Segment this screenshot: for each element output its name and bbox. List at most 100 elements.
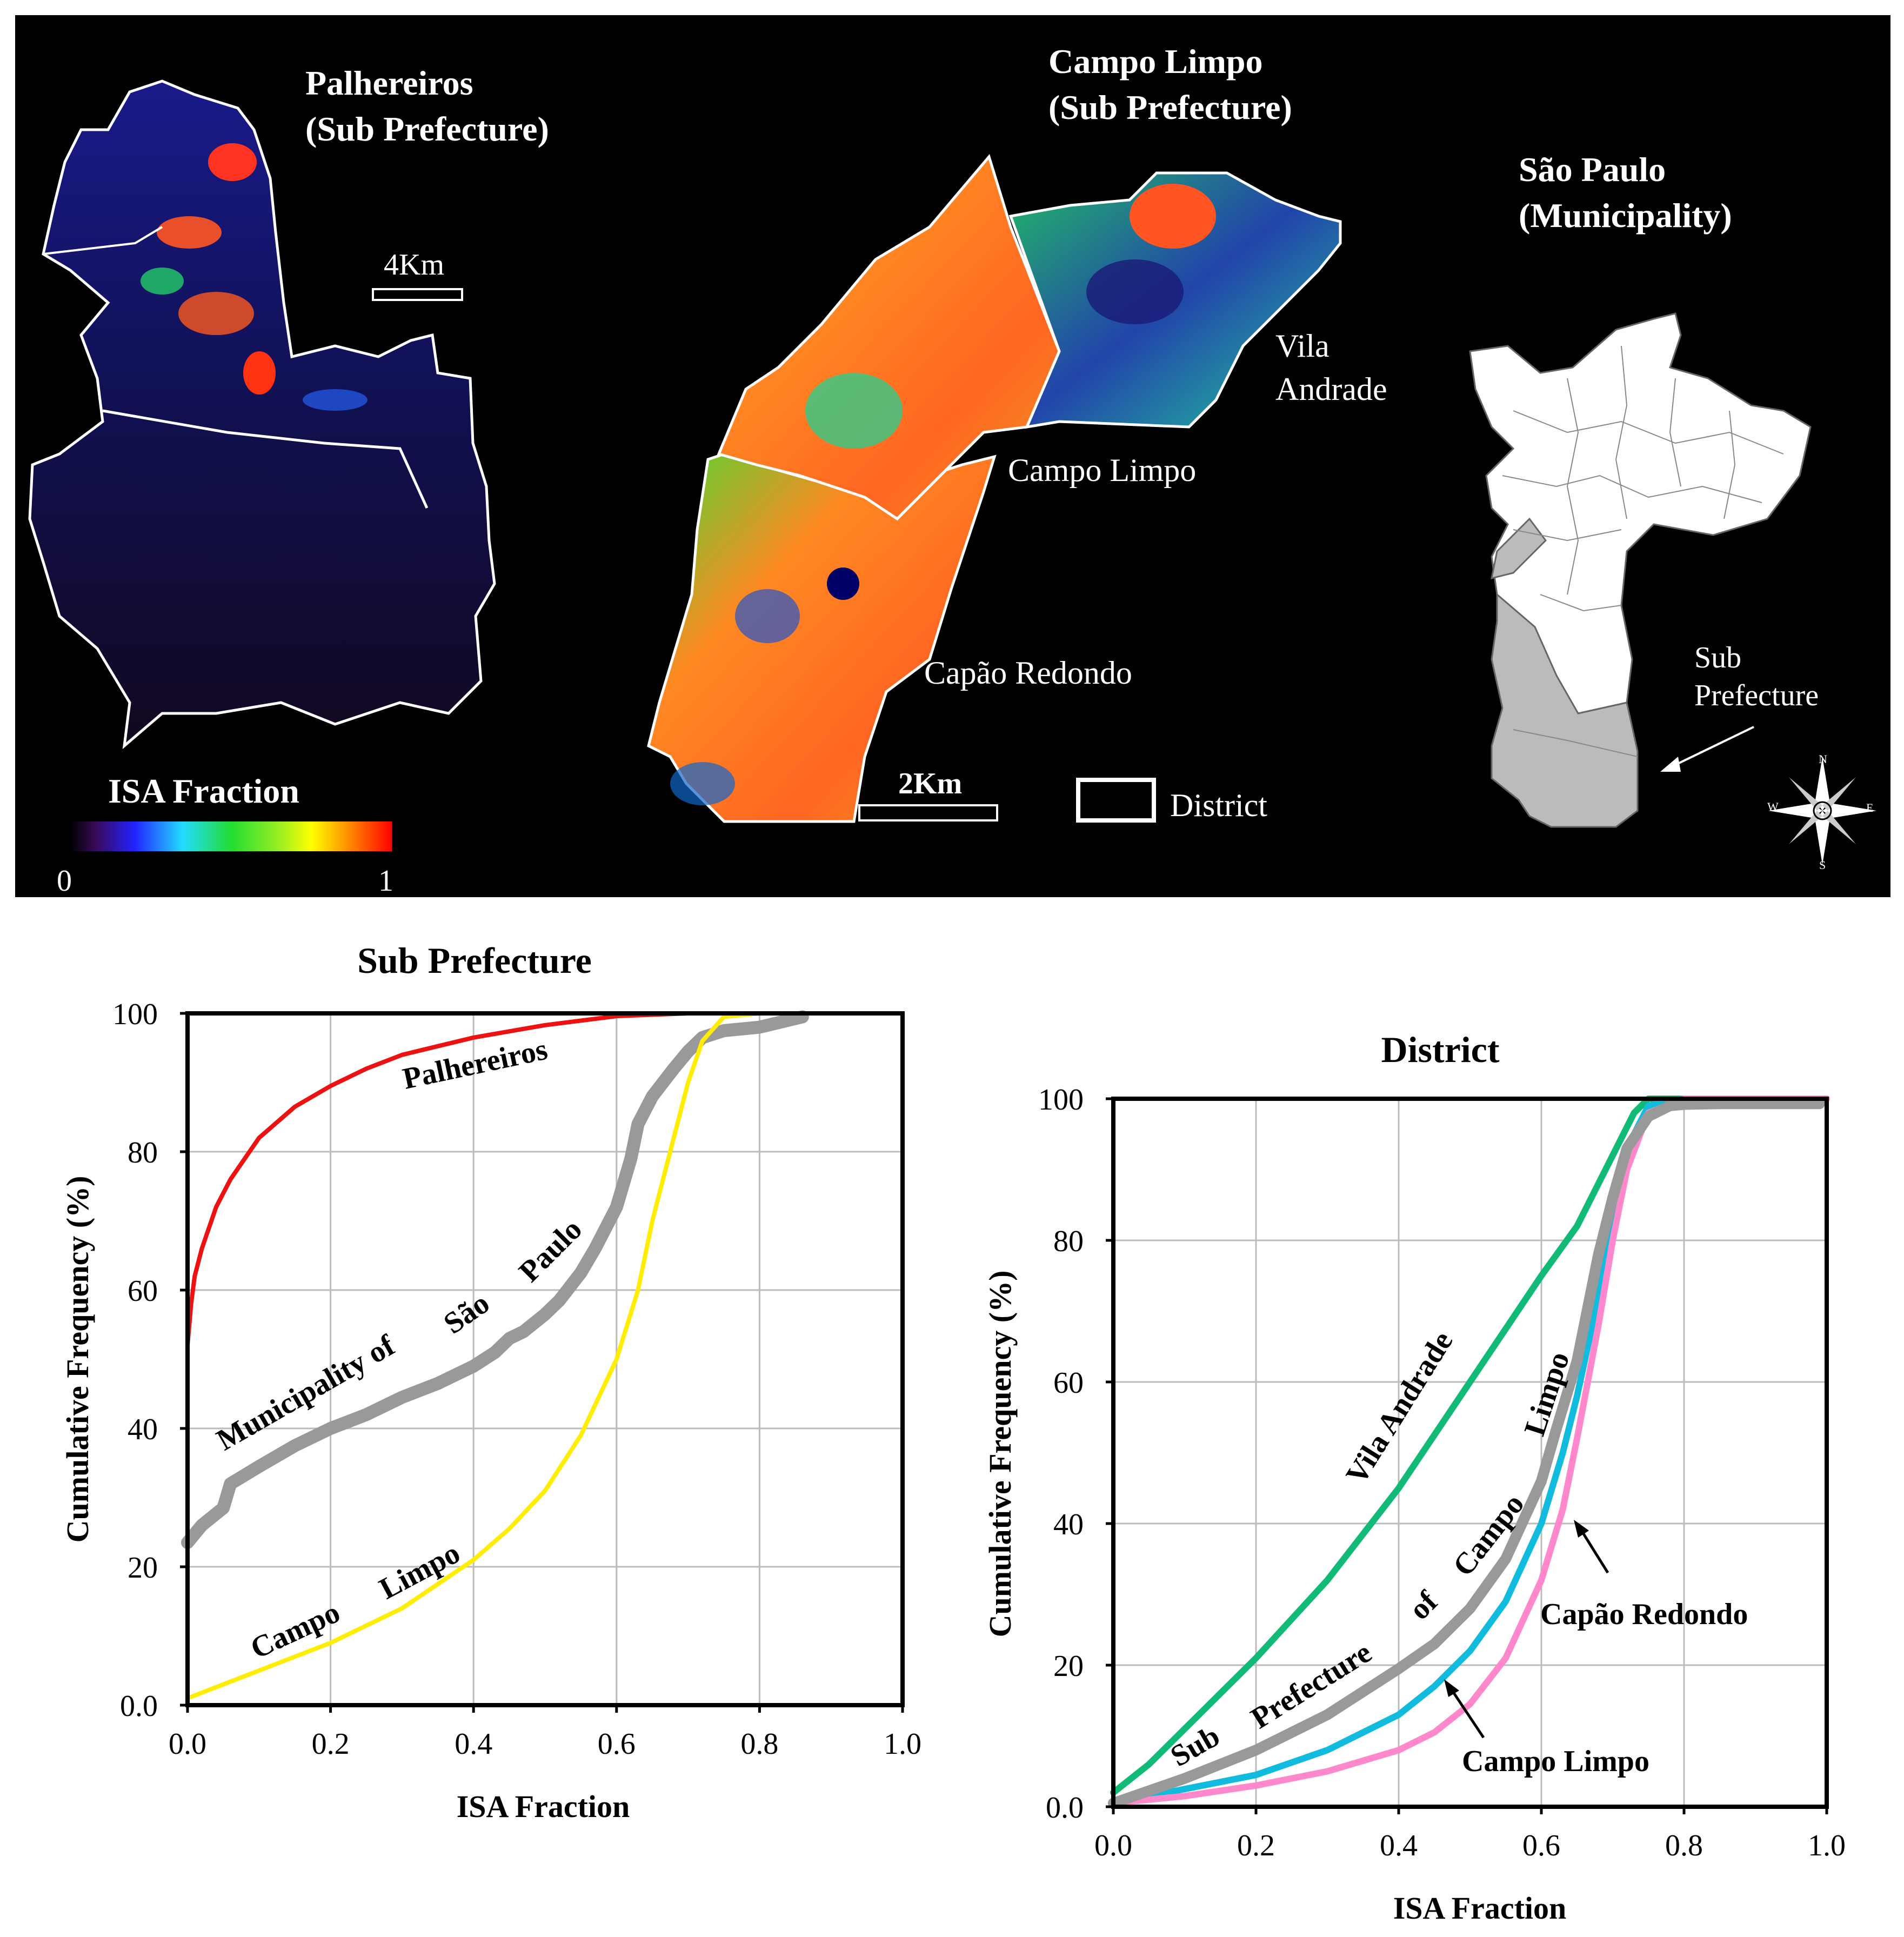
y-tick-label: 80 bbox=[128, 1136, 158, 1170]
series-line-vila-andrade bbox=[1110, 1096, 1830, 1796]
chart1-label-sao: São bbox=[438, 1286, 496, 1341]
scale-2km-label: 2Km bbox=[898, 767, 962, 800]
campo-title-line2: (Sub Prefecture) bbox=[1048, 88, 1292, 126]
chart2-series bbox=[1108, 1096, 1830, 1809]
y-tick-label: 20 bbox=[128, 1551, 158, 1585]
y-tick-label: 80 bbox=[1053, 1225, 1084, 1258]
sao-paulo-map bbox=[1469, 312, 1812, 828]
vila-andrade-label-line2: Andrade bbox=[1275, 371, 1387, 407]
urban-patch bbox=[827, 567, 859, 600]
urban-patch bbox=[735, 589, 800, 643]
chart2-title: District bbox=[1381, 1029, 1499, 1070]
compass-n: N bbox=[1819, 752, 1827, 766]
x-tick-label: 0.2 bbox=[312, 1727, 350, 1761]
urban-patch bbox=[208, 143, 257, 181]
chart2-arrow-campo bbox=[1449, 1688, 1485, 1739]
y-tick-label: 0.0 bbox=[120, 1689, 158, 1723]
sp-title-line2: (Municipality) bbox=[1519, 196, 1732, 235]
urban-patch bbox=[1086, 259, 1184, 324]
compass-e: E bbox=[1866, 801, 1873, 814]
y-tick-label: 60 bbox=[1053, 1366, 1084, 1400]
chart2-label-of: of bbox=[1402, 1584, 1445, 1626]
scale-4km-label: 4Km bbox=[384, 248, 444, 282]
sub-prefecture-arrow bbox=[1669, 726, 1754, 769]
municipality-outline bbox=[1469, 312, 1812, 714]
map-panel: Palhereiros (Sub Prefecture) 4Km Campo L… bbox=[15, 15, 1890, 898]
chart2-ticks: 0.0 0.2 0.4 0.6 0.8 1.0 0.0 20 40 60 80 100 bbox=[1038, 1083, 1846, 1862]
palhereiros-title-line1: Palhereiros bbox=[305, 64, 473, 102]
scale-2km-bar bbox=[858, 804, 998, 821]
palhereiros-title-line2: (Sub Prefecture) bbox=[305, 110, 549, 148]
campo-limpo-map bbox=[647, 153, 1342, 823]
district-boundary bbox=[43, 226, 163, 255]
palhereiros-map bbox=[28, 79, 496, 750]
capao-redondo-label: Capão Redondo bbox=[924, 655, 1132, 691]
chart2-arrowhead-campo bbox=[1444, 1679, 1459, 1697]
sub-prefecture-label-line2: Prefecture bbox=[1694, 679, 1819, 712]
chart2-xlabel: ISA Fraction bbox=[1393, 1891, 1567, 1926]
scale-4km-bar bbox=[372, 288, 463, 301]
chart1-ylabel: Cumulative Frequency (%) bbox=[60, 1176, 95, 1543]
y-tick-label: 20 bbox=[1053, 1649, 1084, 1683]
colorbar-title: ISA Fraction bbox=[108, 772, 299, 810]
x-tick-label: 0.6 bbox=[598, 1727, 636, 1761]
y-tick-label: 0.0 bbox=[1046, 1791, 1084, 1825]
sub-prefecture-arrowhead bbox=[1660, 757, 1681, 772]
x-tick-label: 0.4 bbox=[1380, 1829, 1418, 1862]
compass-s: S bbox=[1819, 858, 1826, 872]
chart1-label-palhereiros: Palhereiros bbox=[400, 1033, 551, 1096]
y-tick-label: 40 bbox=[1053, 1508, 1084, 1541]
y-tick-label: 100 bbox=[112, 998, 158, 1031]
chart2-gridlines bbox=[1113, 1099, 1827, 1807]
chart2-label-capao-redondo: Capão Redondo bbox=[1540, 1598, 1748, 1631]
chart1-title: Sub Prefecture bbox=[357, 940, 592, 981]
district-boundary bbox=[102, 409, 429, 509]
series-line-cap-o-redondo bbox=[1110, 1096, 1830, 1807]
x-tick-label: 0.2 bbox=[1237, 1829, 1275, 1862]
x-tick-label: 0.6 bbox=[1522, 1829, 1560, 1862]
urban-patch bbox=[178, 292, 254, 335]
x-tick-label: 0.0 bbox=[169, 1727, 206, 1761]
series-line-sub-prefecture-of-campo-limpo bbox=[1108, 1098, 1825, 1809]
y-tick-label: 60 bbox=[128, 1274, 158, 1308]
chart2-ylabel: Cumulative Frequency (%) bbox=[983, 1271, 1018, 1638]
series-line-municipality-of-s-o-paulo bbox=[181, 1010, 809, 1549]
chart2-label-campo-limpo: Campo Limpo bbox=[1462, 1745, 1649, 1778]
urban-patch bbox=[141, 268, 184, 295]
sub-prefecture-highlight bbox=[1491, 592, 1639, 828]
campo-limpo-label: Campo Limpo bbox=[1008, 452, 1196, 488]
chart1-ticks: 0.0 0.2 0.4 0.6 0.8 1.0 0.0 20 40 60 80 100 bbox=[112, 998, 921, 1761]
urban-patch bbox=[670, 762, 735, 805]
chart1-xlabel: ISA Fraction bbox=[457, 1789, 630, 1824]
sp-title-line1: São Paulo bbox=[1519, 150, 1666, 189]
x-tick-label: 1.0 bbox=[884, 1727, 921, 1761]
chart2-label-vila-andrade: Vila Andrade bbox=[1339, 1326, 1459, 1490]
compass-w: W bbox=[1767, 800, 1779, 813]
series-line-palhereiros bbox=[185, 1011, 762, 1348]
compass-rose-icon bbox=[1768, 757, 1876, 865]
chart1-series bbox=[181, 1010, 905, 1701]
sub-prefecture-label-line1: Sub bbox=[1694, 641, 1741, 674]
colorbar-min: 0 bbox=[57, 864, 72, 898]
vila-andrade-label-line1: Vila bbox=[1275, 328, 1330, 364]
colorbar bbox=[70, 821, 392, 851]
chart2-frame bbox=[1111, 1097, 1829, 1809]
chart1-frame bbox=[185, 1011, 905, 1707]
chart2-arrowhead-capao bbox=[1574, 1520, 1589, 1538]
y-tick-label: 100 bbox=[1038, 1083, 1084, 1117]
x-tick-label: 0.4 bbox=[455, 1727, 492, 1761]
chart1-gridlines bbox=[188, 1013, 903, 1705]
campo-title-line1: Campo Limpo bbox=[1048, 42, 1263, 81]
palhereiros-outline bbox=[28, 79, 496, 750]
urban-patch bbox=[243, 351, 276, 395]
chart2-arrow-capao bbox=[1579, 1528, 1609, 1574]
x-tick-label: 0.0 bbox=[1094, 1829, 1132, 1862]
district-legend-swatch bbox=[1076, 778, 1156, 823]
chart-sub-prefecture: Sub Prefecture 0.0 0.2 0.4 0.6 0.8 1.0 0.0 20 40… bbox=[60, 940, 921, 1824]
urban-patch bbox=[805, 373, 903, 449]
x-tick-label: 0.8 bbox=[740, 1727, 778, 1761]
district-lines bbox=[1502, 345, 1784, 757]
chart-district: District 0.0 0.2 0.4 0.6 0.8 1.0 0.0 20 40 60 80 10… bbox=[983, 1029, 1846, 1926]
x-tick-label: 1.0 bbox=[1808, 1829, 1846, 1862]
